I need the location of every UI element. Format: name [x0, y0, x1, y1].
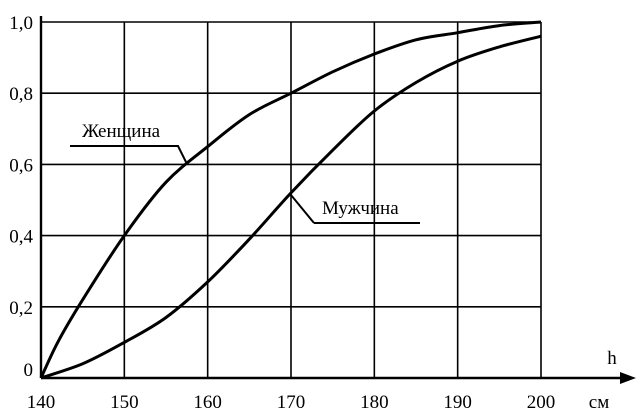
- x-axis-unit: см: [589, 392, 609, 413]
- y-tick-label-0,8: 0,8: [9, 84, 33, 105]
- x-tick-label-160: 160: [193, 392, 222, 413]
- y-tick-label-0,4: 0,4: [9, 227, 33, 248]
- curve-muzhchina: [40, 34, 542, 380]
- y-tick-label-0,6: 0,6: [9, 155, 33, 176]
- x-tick-label-200: 200: [527, 392, 556, 413]
- y-tick-label-0: 0: [24, 360, 34, 381]
- x-axis-name: h: [607, 348, 617, 369]
- y-tick-label-0,2: 0,2: [9, 298, 33, 319]
- curve-zhenshchina: [39, 20, 542, 379]
- series-curves: [39, 20, 542, 380]
- series-leaders: [70, 145, 420, 224]
- axes: [39, 16, 636, 384]
- x-tick-label-170: 170: [277, 392, 306, 413]
- series-labels: Женщина Мужчина: [82, 121, 399, 219]
- grid: [41, 21, 542, 378]
- x-tick-label-180: 180: [360, 392, 389, 413]
- x-tick-label-140: 140: [27, 392, 56, 413]
- series-label-muzhchina-leader: [290, 194, 420, 224]
- x-axis-arrow: [620, 372, 636, 384]
- x-tick-label-190: 190: [443, 392, 472, 413]
- series-label-zhenshchina-leader: [70, 145, 187, 163]
- x-tick-label-150: 150: [110, 392, 139, 413]
- series-label-zhenshchina: Женщина: [82, 121, 161, 142]
- series-label-muzhchina: Мужчина: [322, 198, 399, 219]
- y-tick-label-1,0: 1,0: [9, 13, 33, 34]
- tick-labels: 140 150 160 170 180 190 200 0 0,2 0,4 0,6 0,8 1,0 h см: [9, 13, 617, 413]
